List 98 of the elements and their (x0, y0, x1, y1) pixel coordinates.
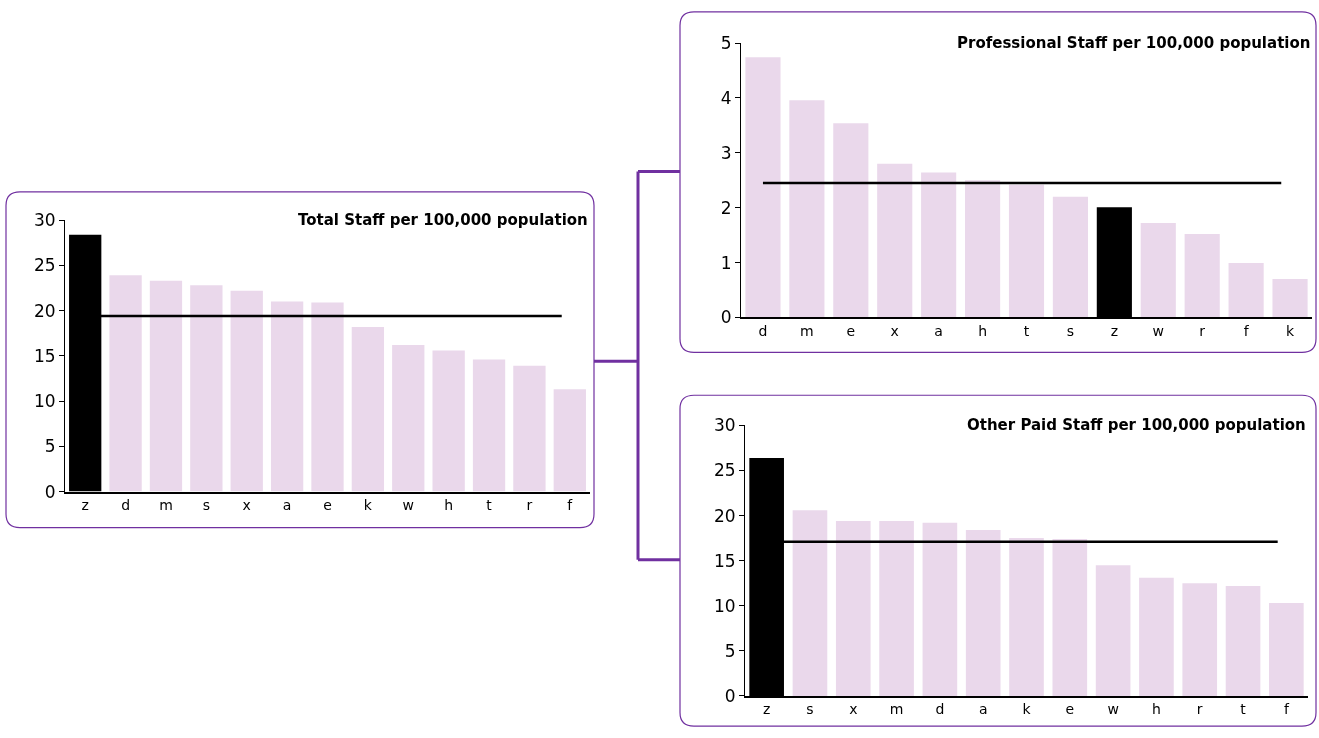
bar (965, 530, 1001, 696)
x-tick-label: d (758, 322, 768, 339)
x-tick-label: e (846, 322, 856, 339)
y-tick-label: 0 (720, 307, 732, 328)
bar (1272, 279, 1308, 318)
x-tick-label: s (806, 701, 814, 718)
x-tick-label: h (444, 497, 454, 514)
x-tick-label: a (978, 701, 988, 718)
bar (1052, 196, 1088, 318)
bar (392, 345, 425, 492)
bar (835, 520, 871, 696)
x-tick-label: m (800, 322, 814, 339)
bar (472, 359, 506, 492)
y-tick-label: 1 (720, 252, 732, 273)
bar (1009, 538, 1044, 696)
x-tick-label: t (1240, 701, 1247, 718)
y-tick-label: 5 (44, 436, 56, 457)
y-tick-label: 3 (720, 142, 732, 163)
x-tick-label: a (282, 497, 292, 514)
bar (1184, 234, 1220, 318)
chart-title: Other Paid Staff per 100,000 population (967, 416, 1306, 434)
x-tick-label: f (1283, 701, 1290, 718)
x-tick-label: r (1196, 701, 1203, 718)
y-tick-label: 5 (720, 33, 732, 54)
x-tick-label: z (762, 701, 771, 718)
y-tick-label: 10 (33, 391, 56, 412)
x-tick-label: t (486, 497, 493, 514)
bar (1228, 263, 1264, 318)
x-tick-label: a (934, 322, 943, 339)
x-tick-label: e (323, 497, 332, 514)
y-tick-label: 15 (33, 345, 56, 366)
x-tick-label: z (1110, 322, 1119, 339)
bar (513, 365, 546, 492)
bar (1269, 603, 1304, 696)
x-tick-label: t (1023, 322, 1030, 339)
bar (270, 301, 304, 492)
x-tick-label: k (363, 497, 373, 514)
x-tick-label: x (242, 497, 251, 514)
x-tick-label: w (1152, 322, 1164, 339)
y-tick-label: 0 (44, 481, 56, 502)
x-tick-label: r (526, 497, 533, 514)
x-tick-label: e (1065, 701, 1075, 718)
x-tick-label: x (849, 701, 858, 718)
y-tick-label: 0 (724, 685, 736, 706)
bar (789, 100, 825, 318)
bar (1139, 577, 1174, 696)
bar (833, 123, 869, 318)
x-tick-label: h (1151, 701, 1161, 718)
x-tick-label: s (202, 497, 210, 514)
bar (792, 510, 828, 696)
bar (879, 520, 914, 696)
bar (877, 163, 913, 318)
bar (922, 522, 958, 696)
bar (745, 57, 781, 318)
y-tick-label: 10 (713, 595, 736, 616)
x-tick-label: s (1066, 322, 1075, 339)
bar (553, 389, 586, 492)
bar (1182, 583, 1218, 696)
y-tick-label: 4 (720, 87, 732, 108)
y-tick-label: 30 (33, 210, 56, 231)
bar (311, 302, 344, 492)
x-tick-label: z (81, 497, 89, 514)
x-tick-label: x (890, 322, 899, 339)
x-tick-label: m (159, 497, 173, 514)
bar (1008, 184, 1045, 318)
bar (965, 180, 1001, 318)
y-tick-label: 5 (724, 640, 736, 661)
x-tick-label: f (567, 497, 574, 514)
bar (1140, 223, 1176, 318)
x-tick-label: d (121, 497, 131, 514)
bar (921, 172, 957, 318)
x-tick-label: w (402, 497, 414, 514)
y-tick-label: 20 (713, 505, 736, 526)
x-tick-label: w (1107, 701, 1119, 718)
y-tick-label: 25 (33, 255, 56, 276)
x-tick-label: h (978, 322, 988, 339)
bar (432, 350, 465, 492)
chart-title: Total Staff per 100,000 population (298, 211, 588, 229)
y-tick-label: 2 (720, 197, 732, 218)
x-tick-label: d (935, 701, 945, 718)
x-tick-label: r (1199, 322, 1206, 339)
y-tick-label: 20 (33, 300, 56, 321)
bar (230, 290, 263, 492)
bar (149, 280, 183, 492)
y-tick-label: 30 (713, 415, 736, 436)
bar (1052, 539, 1088, 696)
bar (1225, 585, 1261, 696)
x-tick-label: m (889, 701, 904, 718)
y-tick-label: 15 (713, 550, 736, 571)
x-tick-label: k (1285, 322, 1295, 339)
chart-title: Professional Staff per 100,000 population (957, 34, 1311, 52)
x-tick-label: f (1243, 322, 1250, 339)
bar (190, 285, 223, 492)
x-tick-label: k (1022, 701, 1032, 718)
bar (109, 275, 142, 492)
bar (1095, 565, 1131, 696)
bar (351, 326, 385, 492)
y-tick-label: 25 (713, 460, 736, 481)
